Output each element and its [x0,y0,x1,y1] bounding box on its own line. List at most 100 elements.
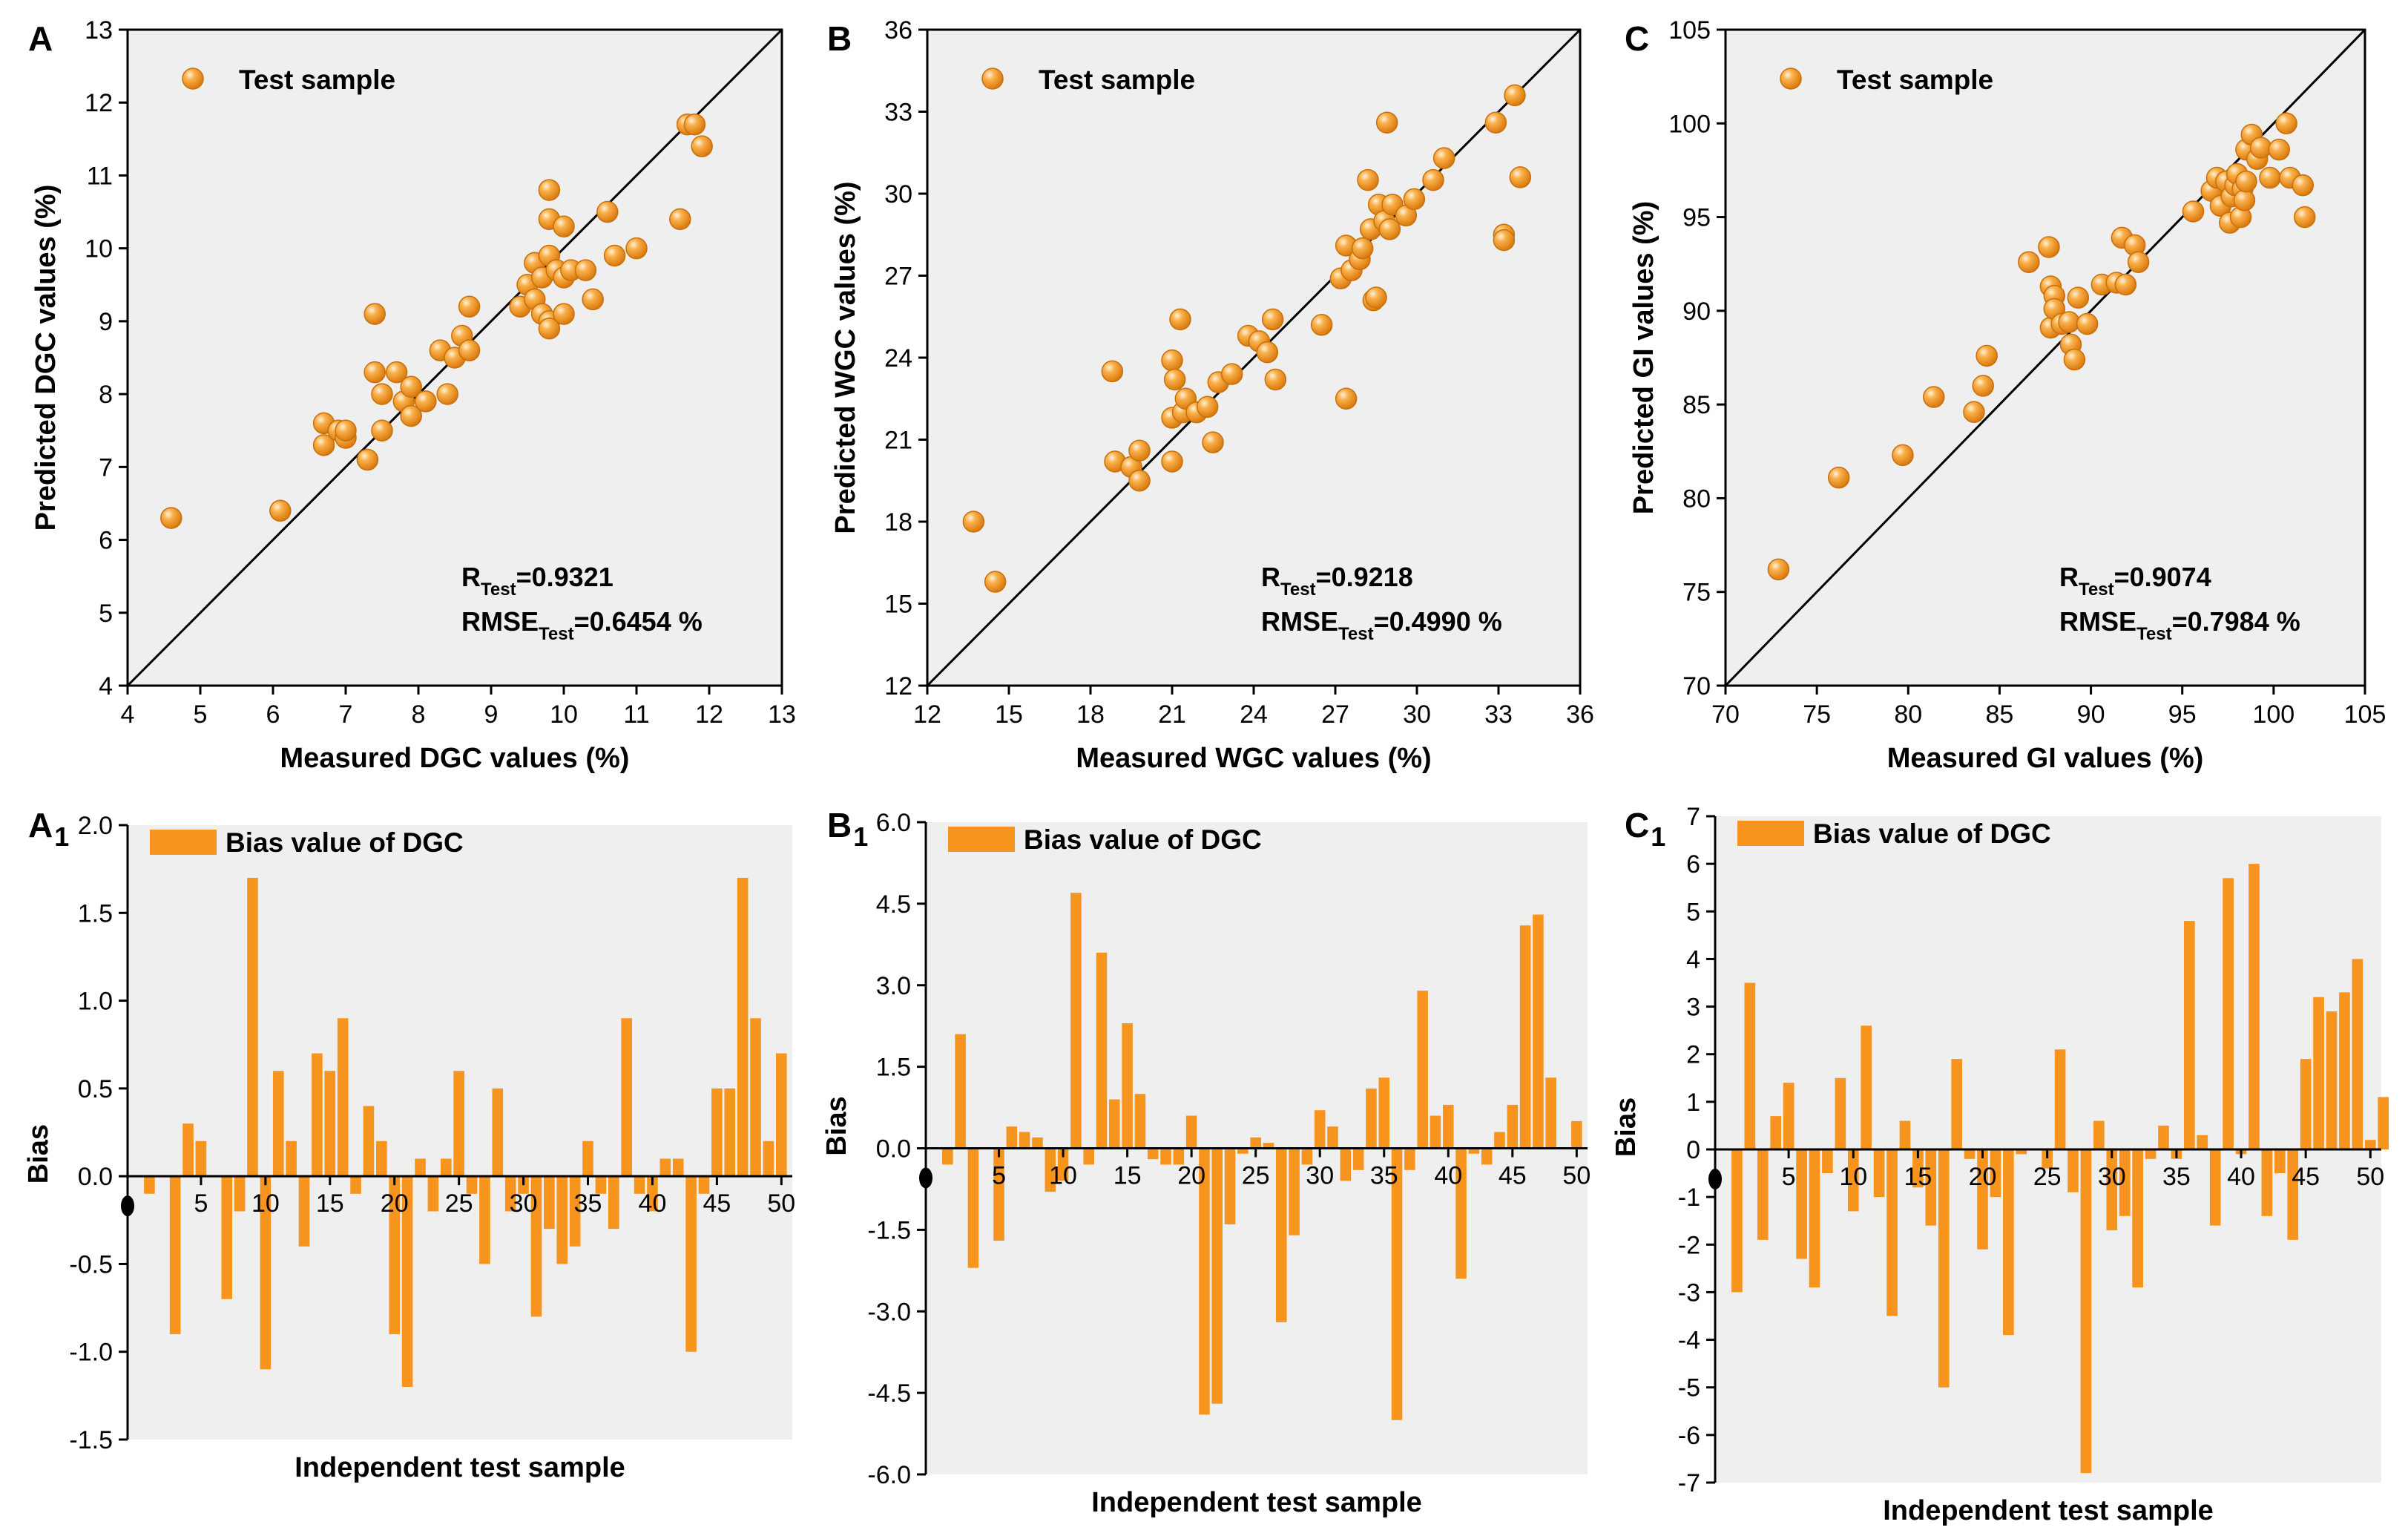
bias-bar [1519,925,1531,1149]
stat-rmse: RMSETest=0.7984 % [2059,606,2300,644]
x-tick-label: 10 [1049,1162,1077,1190]
x-tick-label: 100 [2252,700,2294,729]
x-tick-label: 10 [251,1189,280,1218]
bias-bar [2313,997,2324,1149]
data-point [436,383,458,405]
y-tick-label: 9 [99,308,113,336]
bias-bar [724,1088,736,1177]
y-axis-label: Predicted WGC values (%) [830,181,861,534]
data-point [1963,401,1985,423]
data-point [1202,431,1224,453]
x-tick-label: 30 [2098,1163,2126,1191]
x-tick-label: 36 [1566,700,1594,729]
data-point [1101,360,1124,383]
data-point [596,200,619,223]
data-point [2076,312,2099,335]
x-tick-label: 45 [703,1189,731,1218]
bias-bar [1938,1149,1950,1388]
data-point [1163,368,1186,391]
bias-bar [1366,1088,1377,1149]
bias-bar [2287,1149,2299,1240]
bias-bar [2145,1149,2157,1159]
panel-label: C [1625,19,1649,58]
x-tick-label: 27 [1321,700,1349,729]
bias-bar [389,1176,401,1335]
bias-bar [363,1106,375,1177]
y-tick-label: 1.5 [876,1054,911,1082]
bias-bar [1990,1149,2001,1198]
bias-bar [556,1176,568,1264]
bar-panel-b1: B1 5 10 15 20 25 30 35 40 45 50 -6.0 -4.5 -3.0 -1.5 0.0… [821,806,1590,1518]
data-point [574,259,597,281]
bias-bar [685,1176,697,1352]
bias-bar [260,1176,272,1370]
bias-bar [942,1148,953,1165]
bias-bar [1951,1059,1962,1149]
bias-bar [1899,1120,1911,1149]
legend-label: Bias value of DGC [1813,818,2051,849]
bias-bar [1783,1083,1795,1149]
bias-bar [1731,1149,1743,1293]
bias-bar [2067,1149,2079,1192]
y-tick-label: 7 [99,453,113,482]
bias-bar [1160,1148,1171,1165]
bias-bar [1757,1149,1769,1240]
data-point [415,390,437,413]
data-point [1161,450,1183,473]
data-point [1161,349,1183,372]
x-tick-label: 80 [1894,700,1922,729]
data-point [1264,368,1287,391]
stat-r: RTest=0.9321 [461,562,613,600]
y-tick-label: 3.0 [876,972,911,1000]
bias-bar [1057,1148,1069,1181]
bias-bar [1289,1148,1300,1235]
x-tick-label: 75 [1803,700,1831,729]
bias-bar [967,1148,979,1268]
x-tick-label: 30 [1403,700,1431,729]
y-tick-label: 8 [99,381,113,409]
x-tick-label: 105 [2344,700,2386,729]
data-point [1375,111,1398,134]
y-tick-label: 4 [99,672,113,700]
data-point [400,404,422,427]
origin-marker [919,1167,932,1189]
y-tick-label: 36 [884,16,912,45]
data-point [603,244,626,267]
x-tick-label: 50 [1562,1162,1590,1190]
data-point [2249,137,2272,159]
y-tick-label: -1.0 [69,1339,113,1367]
bias-bar [530,1176,542,1317]
bias-bar [1796,1149,1807,1259]
data-point [269,499,292,522]
x-tick-label: 30 [510,1189,538,1218]
x-tick-label: 50 [767,1189,795,1218]
data-point [2235,170,2257,193]
bias-bar [1199,1148,1210,1415]
stat-r-subscript: Test [1280,580,1316,600]
bias-bar [2197,1135,2208,1149]
y-tick-label: 15 [884,591,912,619]
legend-marker [1780,68,1802,90]
data-point [1403,188,1426,211]
bias-bar [1391,1148,1403,1420]
y-tick-label: -3.0 [867,1298,911,1326]
stat-r-value: =0.9074 [2114,562,2211,592]
data-point [1484,111,1507,134]
bias-bar [492,1088,504,1177]
bar-panel-a1: A1 5 10 15 20 25 30 35 40 45 50 -1.5 -1.0 -0.5 0.0 0.5 1… [23,806,795,1483]
x-axis-label: Independent test sample [1883,1495,2214,1526]
bias-bar [659,1158,671,1177]
y-tick-label: 12 [884,672,912,700]
y-tick-label: 4.5 [876,890,911,919]
y-tick-label: 2.0 [78,812,113,840]
bias-bar [2054,1049,2066,1149]
bias-bar [144,1176,155,1194]
data-point [1365,286,1387,309]
data-point [2293,206,2316,229]
bias-bar [2249,864,2260,1149]
bias-bar [1263,1143,1274,1149]
x-tick-label: 85 [1986,700,2014,729]
y-tick-label: -7 [1678,1469,1700,1497]
y-tick-label: 2 [1686,1041,1700,1069]
